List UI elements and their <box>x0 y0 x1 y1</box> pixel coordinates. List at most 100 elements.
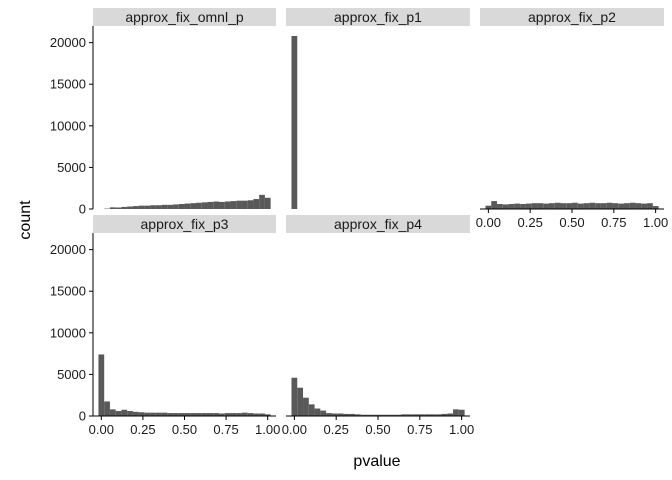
histogram-bar <box>401 414 407 416</box>
histogram-bar <box>548 203 555 209</box>
histogram-bar <box>331 413 338 416</box>
histogram-bar <box>537 203 544 209</box>
histogram-bar <box>213 413 219 416</box>
histogram-bar <box>618 203 624 209</box>
y-axis-title: count <box>17 200 34 240</box>
histogram-bar <box>349 413 355 416</box>
histogram-bar <box>173 204 179 209</box>
facet-strip-label: approx_fix_p1 <box>334 9 422 25</box>
histogram-bar <box>178 413 185 416</box>
histogram-bar <box>303 397 309 416</box>
y-tick-label: 5000 <box>57 160 86 175</box>
histogram-bar <box>132 411 139 416</box>
histogram-bar <box>383 414 390 416</box>
x-tick-label: 0.75 <box>601 215 626 230</box>
x-axis-title: pvalue <box>353 453 400 470</box>
histogram-bar <box>566 203 573 209</box>
histogram-bar <box>259 194 265 209</box>
histogram-bar <box>196 202 202 209</box>
histogram-bar <box>491 201 498 209</box>
histogram-bar <box>144 205 151 209</box>
facet-panel: approx_fix_p4 0.00 0.25 0.50 0.75 1.00 <box>282 215 474 437</box>
histogram-bar <box>104 401 110 416</box>
facet-panel: approx_fix_omnl_p 0 5000 10000 15000 20000 <box>50 8 276 217</box>
histogram-bar <box>389 414 396 416</box>
histogram-bar <box>629 202 636 209</box>
histogram-bar <box>167 413 174 416</box>
histogram-bar <box>178 204 185 209</box>
histogram-bar <box>520 204 526 209</box>
histogram-bar <box>253 413 260 416</box>
histogram-bar <box>583 203 590 209</box>
x-tick-label: 0.25 <box>518 215 543 230</box>
histogram-bar <box>213 201 219 209</box>
histogram-bar <box>378 414 384 416</box>
histogram-bar <box>207 201 214 209</box>
y-tick-label: 10000 <box>50 325 86 340</box>
histogram-bar <box>577 203 584 209</box>
histogram-bar <box>138 205 145 209</box>
y-tick-label: 20000 <box>50 242 86 257</box>
histogram-bar <box>218 201 225 209</box>
histogram-bar <box>554 202 561 209</box>
histogram-bar <box>190 413 197 416</box>
histogram-bar <box>247 200 254 209</box>
histogram-bar <box>623 203 630 209</box>
histogram-bar <box>161 412 168 416</box>
histogram-bar <box>138 412 145 416</box>
x-tick-label: 0.25 <box>130 422 155 437</box>
histogram-bar <box>115 207 122 209</box>
histogram-bar <box>320 410 327 416</box>
facet-strip-label: approx_fix_omnl_p <box>125 9 244 25</box>
histogram-bar <box>121 409 128 416</box>
histogram-bar <box>560 203 567 209</box>
histogram-bar <box>259 413 265 416</box>
histogram-bar <box>196 413 202 416</box>
histogram-bar <box>190 203 197 209</box>
x-tick-label: 1.00 <box>449 422 474 437</box>
x-tick-label: 0.75 <box>213 422 238 437</box>
histogram-bar <box>109 207 116 209</box>
histogram-bar <box>424 414 430 416</box>
histogram-bar <box>144 412 151 416</box>
histogram-bar <box>600 203 607 209</box>
x-tick-label: 0.00 <box>476 215 501 230</box>
histogram-bar <box>308 404 315 416</box>
histogram-bar <box>132 206 139 209</box>
histogram-bar <box>589 202 596 209</box>
histogram-bar <box>155 205 162 209</box>
histogram-bar <box>184 203 191 209</box>
histogram-bar <box>395 414 402 416</box>
histogram-bar <box>360 414 367 416</box>
histogram-bar <box>343 413 350 416</box>
histogram-bar <box>652 206 659 209</box>
histogram-bar <box>525 203 532 209</box>
histogram-bar <box>595 203 601 209</box>
histogram-bar <box>236 413 242 416</box>
x-tick-label: 0.75 <box>407 422 432 437</box>
histogram-bar <box>314 408 321 416</box>
histogram-bar <box>441 413 448 416</box>
histogram-bar <box>184 413 191 416</box>
y-tick-label: 5000 <box>57 367 86 382</box>
histogram-bar <box>98 354 105 416</box>
facet-panel: approx_fix_p3 0 5000 10000 15000 20000 0.00 0.2… <box>50 215 280 437</box>
histogram-bar <box>161 204 168 209</box>
histogram-bar <box>150 412 156 416</box>
facet-strip <box>93 8 276 26</box>
facet-strip-label: approx_fix_p3 <box>141 216 229 232</box>
histogram-bar <box>354 414 361 416</box>
x-tick-label: 0.25 <box>324 422 349 437</box>
histogram-bar <box>297 387 304 416</box>
histogram-bar <box>543 203 549 209</box>
histogram-bar <box>406 414 413 416</box>
histogram-bar <box>453 409 459 416</box>
histogram-bar <box>230 201 237 209</box>
facet-strip-label: approx_fix_p2 <box>528 9 616 25</box>
histogram-bar <box>236 200 242 209</box>
histogram-bar <box>109 409 116 416</box>
histogram-bar <box>429 414 436 416</box>
facet-strip <box>93 215 276 233</box>
x-tick-label: 0.00 <box>89 422 114 437</box>
